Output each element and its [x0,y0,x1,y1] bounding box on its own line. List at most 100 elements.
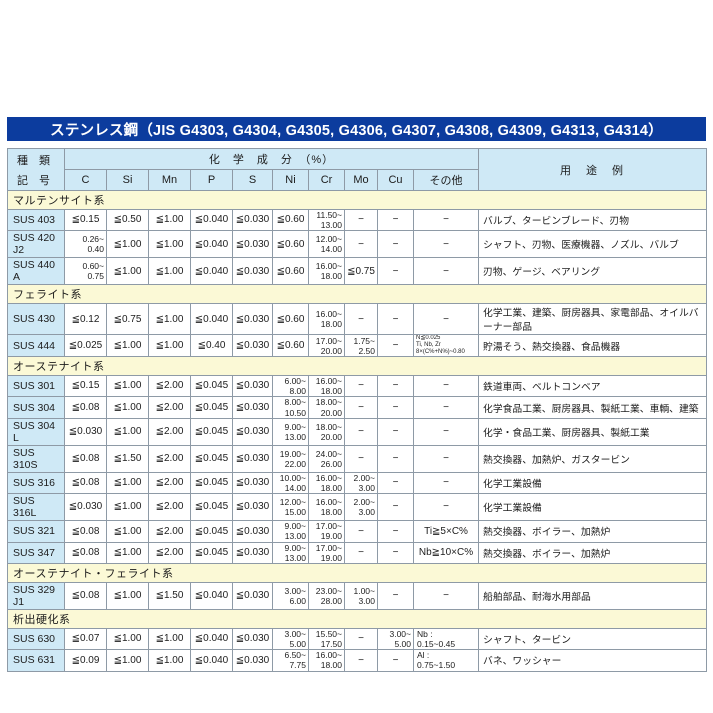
cell-s: ≦0.030 [232,230,273,259]
cell-mn: ≦1.00 [148,230,191,259]
use-example-cell: 刃物、ゲージ、ベアリング [478,257,708,286]
cell-other: − [412,208,480,232]
cell-s: ≦0.030 [232,417,273,446]
cell-mo: − [344,375,378,398]
cell-other: Nb≧10×C% [412,541,480,564]
header-row-top: 種 類 記 号 化 学 成 分 （%） 用 途 例 [7,148,708,191]
cell-mo: − [344,444,378,473]
cell-cr: 16.00~ 18.00 [308,471,345,495]
cell-cu: − [377,444,414,473]
cell-mn: ≦1.50 [148,581,191,610]
cell-other: Al : 0.75~1.50 [412,649,480,672]
cell-p: ≦0.040 [190,303,233,336]
cell-mo: ≦0.75 [344,257,378,286]
cell-other: Ti≧5×C% [412,520,480,543]
cell-mo: − [344,520,378,543]
section-title: フェライト系 [6,284,708,305]
cell-cr: 16.00~ 18.00 [308,303,345,336]
grade-code: SUS 430 [7,303,65,336]
cell-si: ≦1.00 [106,581,149,610]
cell-other: N≦0.025 Ti, Nb, Zr 8×(C%+N%)~0.80 [412,334,480,358]
cell-mn: ≦2.00 [148,541,191,564]
type-label: 種 類 [17,154,50,167]
col-header-ni: Ni [272,169,309,191]
cell-mo: 1.75~ 2.50 [344,334,378,358]
cell-si: ≦1.00 [106,520,149,543]
cell-mo: − [344,541,378,564]
cell-mo: − [344,649,378,672]
cell-ni: 9.00~ 13.00 [272,520,309,543]
cell-other: − [412,444,480,473]
col-header-si: Si [106,169,149,191]
cell-p: ≦0.045 [190,493,233,522]
cell-mo: − [344,396,378,419]
cell-mn: ≦2.00 [148,520,191,543]
cell-p: ≦0.045 [190,444,233,473]
cell-p: ≦0.045 [190,396,233,419]
cell-c: ≦0.15 [64,375,107,398]
grade-code: SUS 321 [7,520,65,543]
cell-mn: ≦2.00 [148,493,191,522]
cell-c: ≦0.030 [64,417,107,446]
cell-p: ≦0.040 [190,627,233,651]
cell-c: 0.60~ 0.75 [64,257,107,286]
cell-cr: 24.00~ 26.00 [308,444,345,473]
use-example-cell: 化学工業、建築、厨房器具、家電部品、オイルバーナー部品 [478,303,708,336]
cell-ni: 6.50~ 7.75 [272,649,309,672]
cell-s: ≦0.030 [232,581,273,610]
cell-c: ≦0.15 [64,208,107,232]
cell-other: − [412,375,480,398]
cell-other: − [412,471,480,495]
cell-ni: 9.00~ 13.00 [272,541,309,564]
cell-cr: 18.00~ 20.00 [308,417,345,446]
use-example-cell: 熱交換器、加熱炉、ガスタービン [478,444,708,473]
cell-other: − [412,493,480,522]
cell-s: ≦0.030 [232,627,273,651]
cell-p: ≦0.040 [190,208,233,232]
cell-ni: ≦0.60 [272,257,309,286]
cell-c: ≦0.08 [64,471,107,495]
col-header-cr: Cr [308,169,345,191]
section-row: フェライト系 [6,284,708,305]
grade-code: SUS 304 [7,396,65,419]
cell-ni: 3.00~ 5.00 [272,627,309,651]
cell-p: ≦0.045 [190,375,233,398]
cell-p: ≦0.045 [190,541,233,564]
table-row: SUS 347 ≦0.08 ≦1.00 ≦2.00 ≦0.045 ≦0.030 9.00~ … [7,541,708,564]
cell-c: ≦0.09 [64,649,107,672]
cell-s: ≦0.030 [232,375,273,398]
type-code-header: 種 類 記 号 [7,148,65,191]
grade-code: SUS 444 [7,334,65,358]
cell-s: ≦0.030 [232,493,273,522]
cell-si: ≦0.50 [106,208,149,232]
grade-code: SUS 347 [7,541,65,564]
cell-ni: ≦0.60 [272,334,309,358]
cell-s: ≦0.030 [232,444,273,473]
cell-ni: 10.00~ 14.00 [272,471,309,495]
table-row: SUS 420 J2 0.26~ 0.40 ≦1.00 ≦1.00 ≦0.040 ≦0.0… [7,230,708,259]
cell-ni: 3.00~ 6.00 [272,581,309,610]
cell-cu: − [377,396,414,419]
col-header-other: その他 [412,169,480,191]
grade-code: SUS 403 [7,208,65,232]
use-example-header: 用 途 例 [478,148,708,191]
use-example-cell: 化学・食品工業、厨房器具、製紙工業 [478,417,708,446]
cell-p: ≦0.045 [190,417,233,446]
use-example-cell: シャフト、タービン [478,627,708,651]
cell-c: ≦0.07 [64,627,107,651]
stainless-steel-spec-table: 種 類 記 号 化 学 成 分 （%） 用 途 例 C Si Mn P S Ni… [6,148,708,672]
cell-si: ≦0.75 [106,303,149,336]
cell-cu: − [377,334,414,358]
cell-p: ≦0.045 [190,471,233,495]
cell-cr: 17.00~ 19.00 [308,541,345,564]
cell-si: ≦1.00 [106,627,149,651]
cell-mn: ≦1.00 [148,627,191,651]
table-row: SUS 301 ≦0.15 ≦1.00 ≦2.00 ≦0.045 ≦0.030 6.00~ … [7,375,708,398]
cell-p: ≦0.040 [190,581,233,610]
cell-cu: − [377,493,414,522]
cell-si: ≦1.00 [106,471,149,495]
use-example-cell: シャフト、刃物、医療機器、ノズル、バルブ [478,230,708,259]
col-header-p: P [190,169,233,191]
grade-code: SUS 301 [7,375,65,398]
